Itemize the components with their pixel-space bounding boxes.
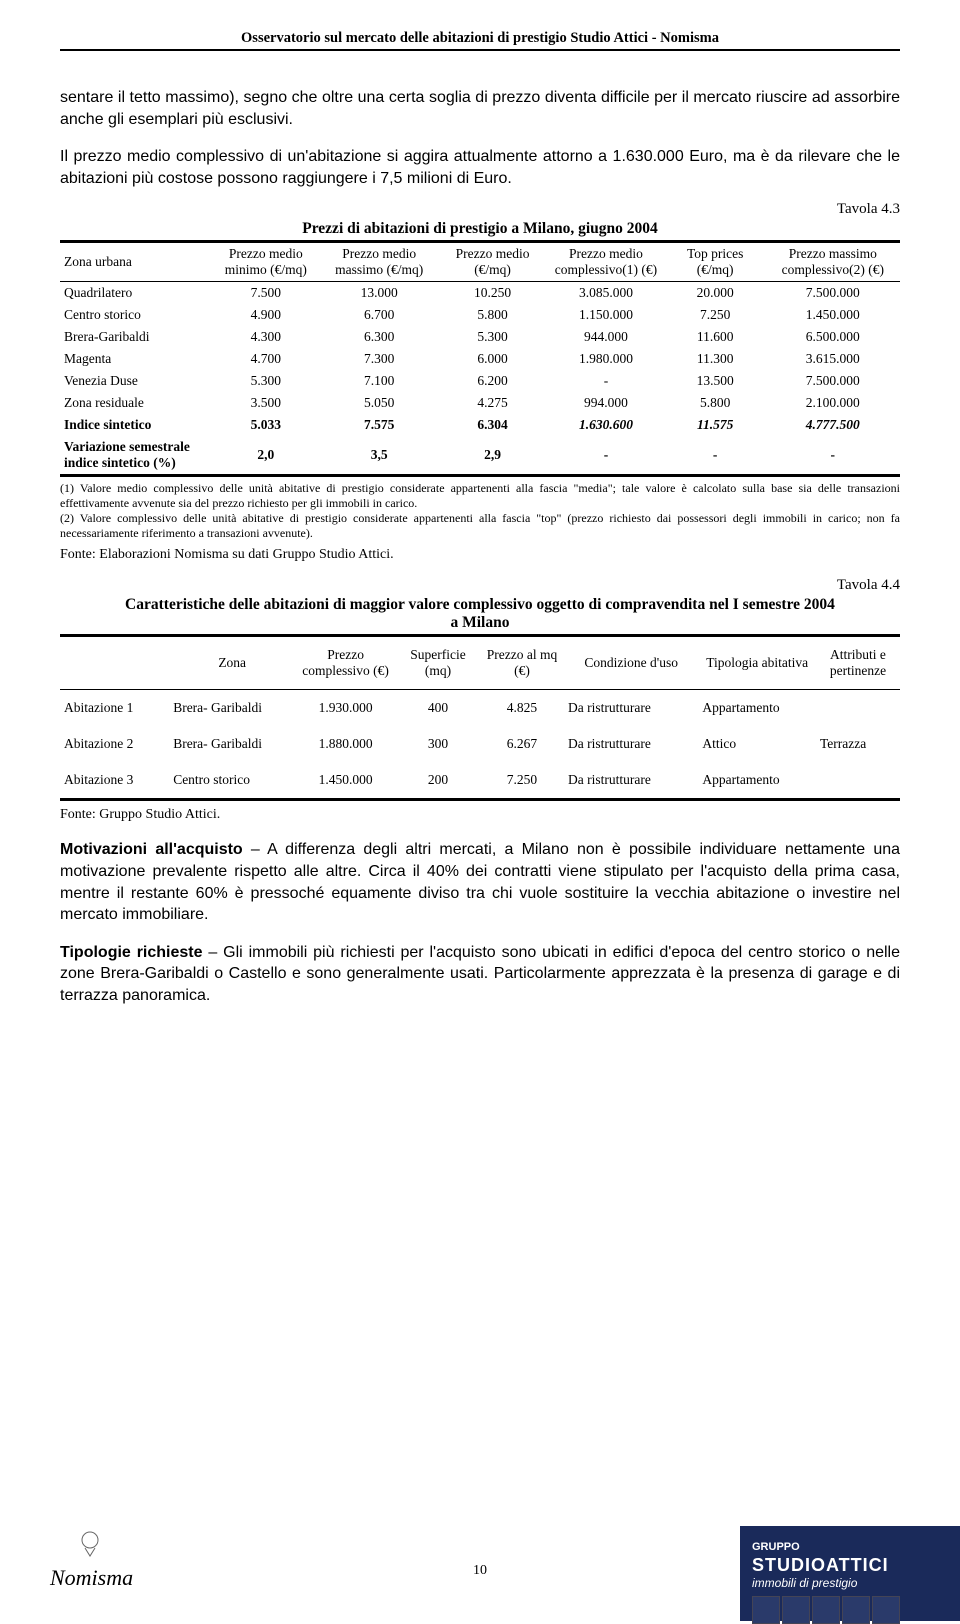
- table1-title: Prezzi di abitazioni di prestigio a Mila…: [60, 220, 900, 238]
- table-row: Quadrilatero7.50013.00010.2503.085.00020…: [60, 282, 900, 305]
- table-row: Brera-Garibaldi4.3006.3005.300944.00011.…: [60, 326, 900, 348]
- table-row: Abitazione 3Centro storico1.450.0002007.…: [60, 762, 900, 800]
- th2-cond: Condizione d'uso: [564, 636, 698, 690]
- table2-title: Caratteristiche delle abitazioni di magg…: [60, 596, 900, 632]
- paragraph-4: Tipologie richieste – Gli immobili più r…: [60, 942, 900, 1007]
- th-med: Prezzo medio (€/mq): [438, 242, 547, 282]
- table-row: Abitazione 2Brera- Garibaldi1.880.000300…: [60, 726, 900, 762]
- variaz-row: Variazione semestrale indice sintetico (…: [60, 436, 900, 476]
- th2-zona: Zona: [169, 636, 295, 690]
- th2-attr: Attributi e pertinenze: [816, 636, 900, 690]
- th2-tip: Tipologia abitativa: [698, 636, 816, 690]
- paragraph-3: Motivazioni all'acquisto – A differenza …: [60, 839, 900, 925]
- page-footer: Nomisma 10 GRUPPOSTUDIOATTICI immobili d…: [0, 1511, 960, 1621]
- th-maxc: Prezzo massimo complessivo(2) (€): [766, 242, 900, 282]
- table-row: Magenta4.7007.3006.0001.980.00011.3003.6…: [60, 348, 900, 370]
- page-number: 10: [473, 1563, 487, 1579]
- table-row: Centro storico4.9006.7005.8001.150.0007.…: [60, 304, 900, 326]
- th2-mq: Prezzo al mq (€): [480, 636, 564, 690]
- char-table: Zona Prezzo complessivo (€) Superficie (…: [60, 634, 900, 801]
- th2-sup: Superficie (mq): [396, 636, 480, 690]
- nomisma-logo: Nomisma: [50, 1528, 130, 1591]
- paragraph-1: sentare il tetto massimo), segno che olt…: [60, 87, 900, 130]
- tavola-4-4-label: Tavola 4.4: [60, 577, 900, 594]
- source-1: Fonte: Elaborazioni Nomisma su dati Grup…: [60, 547, 900, 563]
- indice-row: Indice sintetico5.0337.5756.3041.630.600…: [60, 414, 900, 436]
- page-header: Osservatorio sul mercato delle abitazion…: [60, 30, 900, 51]
- th-min: Prezzo medio minimo (€/mq): [211, 242, 320, 282]
- price-table: Zona urbana Prezzo medio minimo (€/mq) P…: [60, 240, 900, 477]
- th-top: Top prices (€/mq): [665, 242, 766, 282]
- footnote-1: (1) Valore medio complessivo delle unità…: [60, 481, 900, 511]
- studio-attici-logo: GRUPPOSTUDIOATTICI immobili di prestigio: [740, 1526, 960, 1621]
- table-row: Venezia Duse5.3007.1006.200-13.5007.500.…: [60, 370, 900, 392]
- source-2: Fonte: Gruppo Studio Attici.: [60, 807, 900, 823]
- table-row: Abitazione 1Brera- Garibaldi1.930.000400…: [60, 690, 900, 727]
- th-maxm: Prezzo medio massimo (€/mq): [320, 242, 438, 282]
- footnote-2: (2) Valore complessivo delle unità abita…: [60, 511, 900, 541]
- th2-prezzo: Prezzo complessivo (€): [295, 636, 396, 690]
- th-comp: Prezzo medio complessivo(1) (€): [547, 242, 665, 282]
- tavola-4-3-label: Tavola 4.3: [60, 201, 900, 218]
- table-row: Zona residuale3.5005.0504.275994.0005.80…: [60, 392, 900, 414]
- th-zona: Zona urbana: [60, 242, 211, 282]
- paragraph-2: Il prezzo medio complessivo di un'abitaz…: [60, 146, 900, 189]
